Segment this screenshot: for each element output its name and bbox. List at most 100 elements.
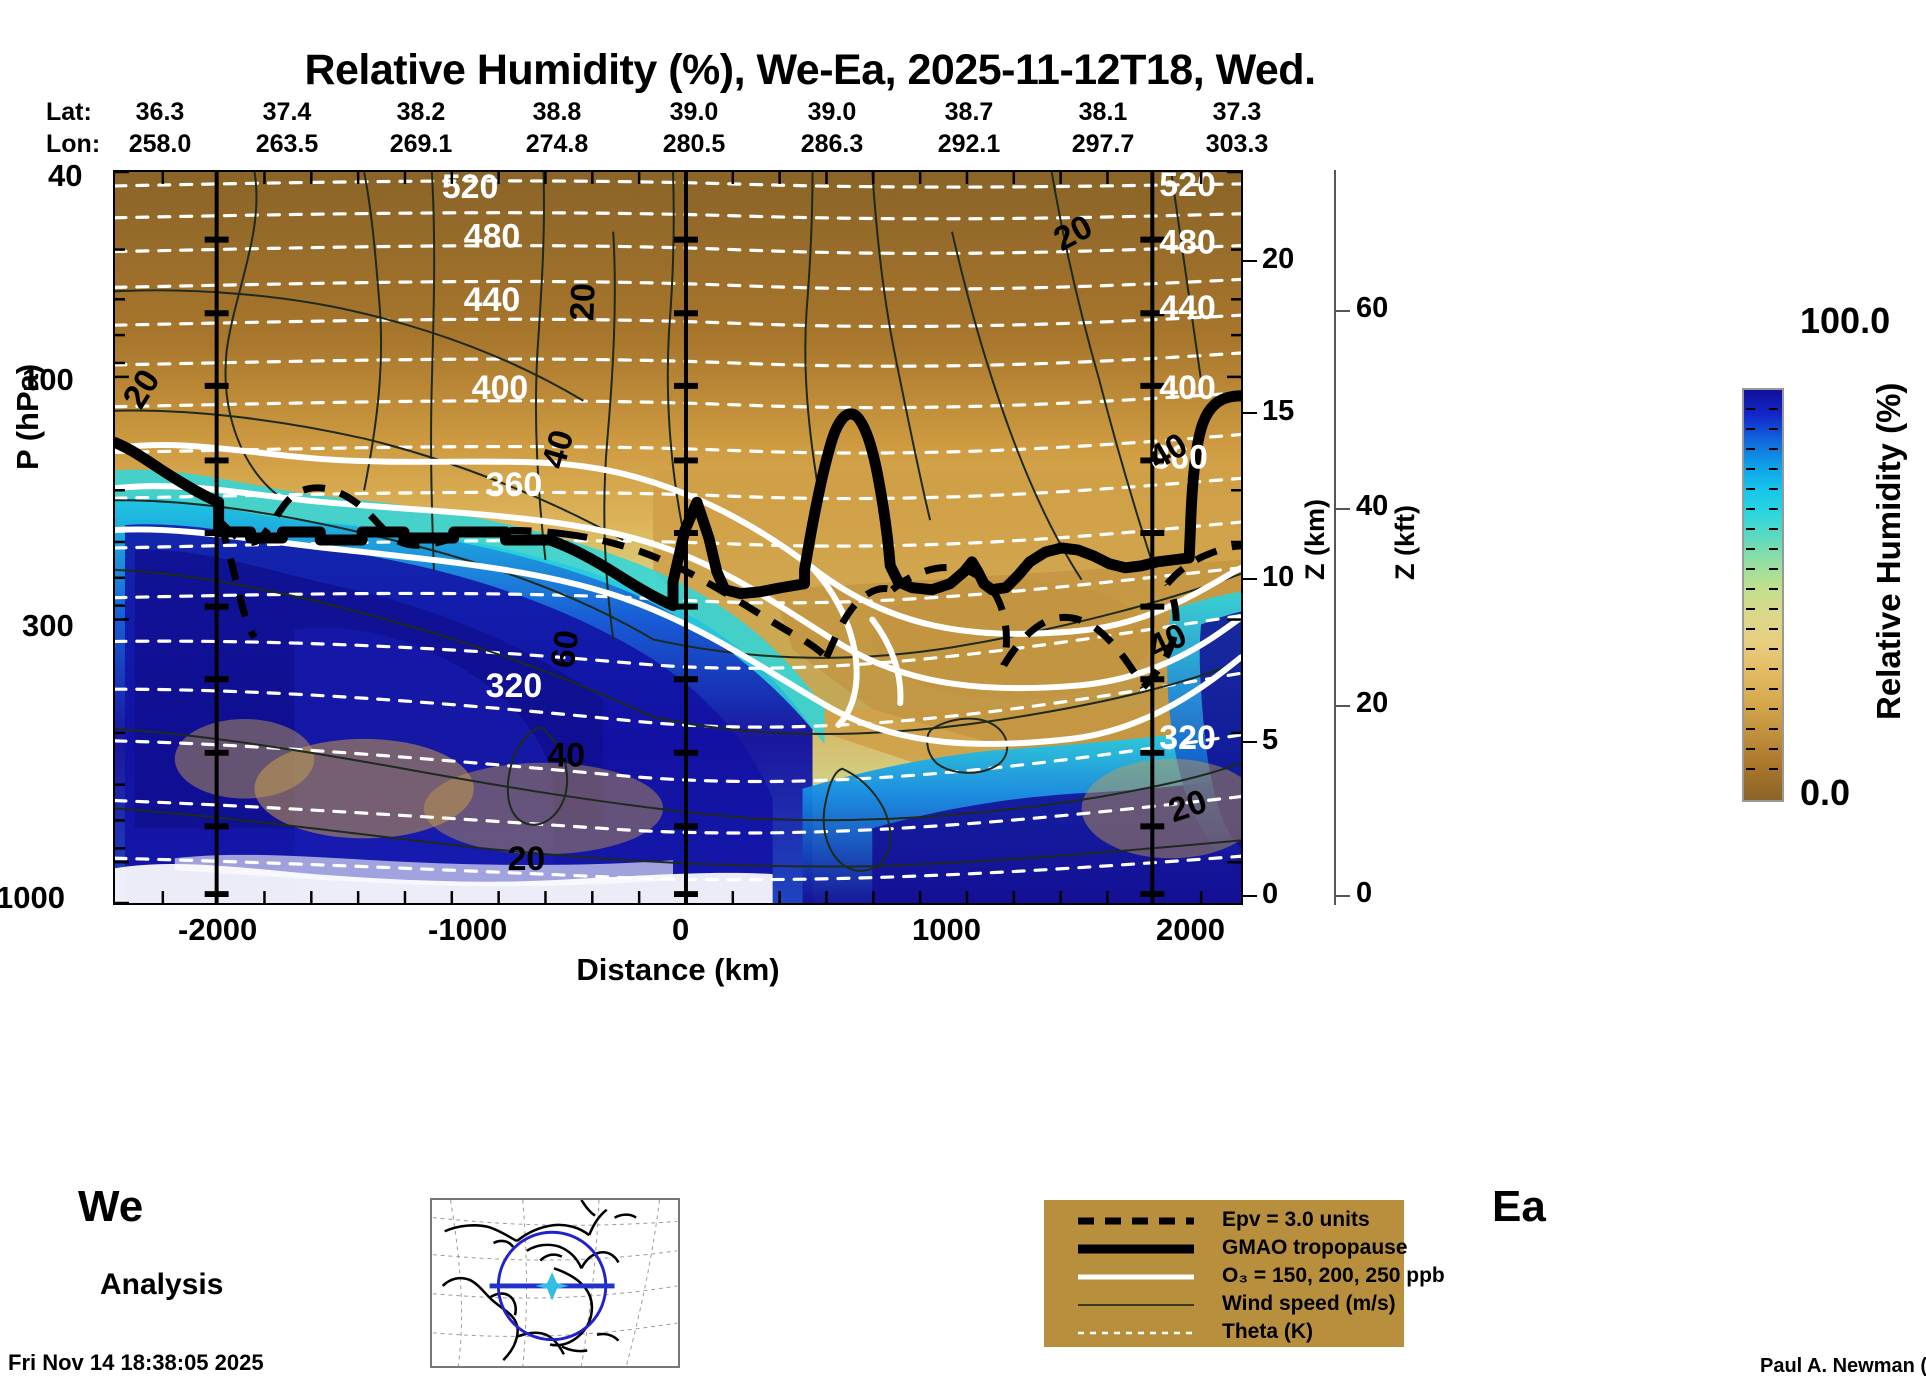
plot-border-ticks <box>115 172 1241 903</box>
altitude-kft-axis-line <box>1334 170 1336 905</box>
author-credit: Paul A. Newman (NASA <box>1760 1355 1926 1377</box>
x-tick-label: -2000 <box>178 912 258 947</box>
zkft-tick <box>1334 895 1350 897</box>
longitude-value: 286.3 <box>800 130 864 158</box>
zkft-tick-label: 60 <box>1356 292 1389 324</box>
zkm-tick <box>1243 412 1257 414</box>
theta-label: 320 <box>486 667 543 705</box>
windspeed-line-sample <box>1078 1304 1194 1306</box>
theta-label: 400 <box>472 369 529 407</box>
latitude-value: 39.0 <box>669 98 719 126</box>
distance-axis-title: Distance (km) <box>576 952 780 987</box>
theta-contour-labels: 520 480 440 400 360 320 520 480 440 400 … <box>442 172 1216 757</box>
legend-label-ozone: O₃ = 150, 200, 250 ppb <box>1222 1264 1445 1287</box>
zkm-tick <box>1243 741 1257 743</box>
altitude-kft-axis-title: Z (kft) <box>1390 505 1420 580</box>
longitude-value: 274.8 <box>525 130 589 158</box>
zkft-tick <box>1334 508 1350 510</box>
colorbar-title: Relative Humidity (%) <box>1870 382 1907 720</box>
theta-label: 520 <box>1159 172 1216 204</box>
longitude-key: Lon: <box>46 130 101 158</box>
longitude-value: 280.5 <box>662 130 726 158</box>
latitude-value: 39.0 <box>807 98 857 126</box>
windspeed-contours <box>115 172 1241 872</box>
page-title: Relative Humidity (%), We-Ea, 2025-11-12… <box>304 46 1316 94</box>
zkft-tick <box>1334 310 1350 312</box>
zkm-tick <box>1243 260 1257 262</box>
zkm-tick <box>1243 578 1257 580</box>
theta-label: 360 <box>1151 438 1208 476</box>
legend-label-tropopause: GMAO tropopause <box>1222 1236 1408 1259</box>
theta-label: 480 <box>464 218 521 256</box>
theta-label: 400 <box>1159 369 1216 407</box>
latitude-key: Lat: <box>46 98 92 126</box>
generation-timestamp: Fri Nov 14 18:38:05 2025 <box>8 1350 264 1375</box>
east-endpoint-label: Ea <box>1492 1182 1546 1231</box>
ozone-line-sample <box>1078 1274 1194 1280</box>
inset-location-map[interactable] <box>430 1198 680 1368</box>
colorbar-min-label: 0.0 <box>1800 772 1851 813</box>
wind-label: 60 <box>544 628 587 671</box>
zkft-tick-label: 20 <box>1356 687 1389 719</box>
latitude-value: 37.3 <box>1212 98 1262 126</box>
legend-label-windspeed: Wind speed (m/s) <box>1222 1292 1396 1315</box>
zkm-tick-label: 20 <box>1262 243 1295 275</box>
legend-row-ozone: O₃ = 150, 200, 250 ppb <box>1044 1262 1445 1291</box>
latitude-value: 38.1 <box>1078 98 1128 126</box>
x-tick-label: -1000 <box>428 912 508 947</box>
zkm-tick-label: 5 <box>1262 724 1279 756</box>
legend: Epv = 3.0 units GMAO tropopause O₃ = 150… <box>1044 1200 1445 1347</box>
wind-label: 40 <box>547 737 585 775</box>
tropopause-line-sample <box>1078 1244 1194 1254</box>
zkft-tick-label: 0 <box>1356 877 1373 909</box>
zkm-tick <box>1243 895 1257 897</box>
legend-row-windspeed: Wind speed (m/s) <box>1044 1290 1404 1319</box>
legend-label-epv: Epv = 3.0 units <box>1222 1208 1370 1231</box>
zkft-tick <box>1334 705 1350 707</box>
theta-label: 360 <box>486 466 543 504</box>
zkm-tick-label: 15 <box>1262 395 1295 427</box>
theta-label: 320 <box>1159 719 1216 757</box>
longitude-value: 297.7 <box>1071 130 1135 158</box>
latitude-value: 37.4 <box>262 98 312 126</box>
plot-canvas: 520 480 440 400 360 320 520 480 440 400 … <box>115 172 1241 903</box>
legend-label-theta: Theta (K) <box>1222 1320 1313 1343</box>
theta-label: 480 <box>1159 224 1216 262</box>
center-marker-icon <box>535 1272 569 1301</box>
reference-vertical-ticks <box>204 236 1165 898</box>
latitude-value: 38.7 <box>944 98 994 126</box>
pressure-tick-label: 100 <box>22 362 74 397</box>
legend-row-epv: Epv = 3.0 units <box>1044 1206 1404 1235</box>
zkm-tick-label: 0 <box>1262 878 1279 910</box>
west-endpoint-label: We <box>78 1182 144 1231</box>
longitude-value: 292.1 <box>937 130 1001 158</box>
zkm-tick-label: 10 <box>1262 561 1295 593</box>
zkft-tick-label: 40 <box>1356 490 1389 522</box>
pressure-tick-label: 300 <box>22 608 74 643</box>
pressure-tick-label: 1000 <box>0 880 65 915</box>
longitude-value: 263.5 <box>255 130 319 158</box>
altitude-km-axis-title: Z (km) <box>1300 499 1330 580</box>
theta-label: 520 <box>442 172 499 206</box>
longitude-value: 269.1 <box>389 130 453 158</box>
theta-label: 440 <box>464 281 521 319</box>
coastline-paths <box>441 1200 637 1362</box>
x-tick-label: 2000 <box>1156 912 1225 947</box>
x-tick-label: 1000 <box>912 912 981 947</box>
latitude-header-row: Lat: 36.3 37.4 38.2 38.8 39.0 39.0 38.7 … <box>0 98 1926 128</box>
latitude-value: 36.3 <box>135 98 185 126</box>
latitude-value: 38.8 <box>532 98 582 126</box>
longitude-value: 258.0 <box>128 130 192 158</box>
longitude-value: 303.3 <box>1205 130 1269 158</box>
x-tick-label: 0 <box>672 912 690 947</box>
cross-section-plot[interactable]: 520 480 440 400 360 320 520 480 440 400 … <box>113 170 1243 905</box>
wind-label: 20 <box>508 840 546 878</box>
rh-field: 520 480 440 400 360 320 520 480 440 400 … <box>115 172 1241 903</box>
theta-label: 440 <box>1159 289 1216 327</box>
reference-verticals <box>214 172 1155 903</box>
analysis-label: Analysis <box>100 1268 224 1301</box>
latitude-value: 38.2 <box>396 98 446 126</box>
inset-map-svg <box>432 1200 678 1366</box>
colorbar <box>1742 388 1784 802</box>
longitude-header-row: Lon: 258.0 263.5 269.1 274.8 280.5 286.3… <box>0 130 1926 160</box>
